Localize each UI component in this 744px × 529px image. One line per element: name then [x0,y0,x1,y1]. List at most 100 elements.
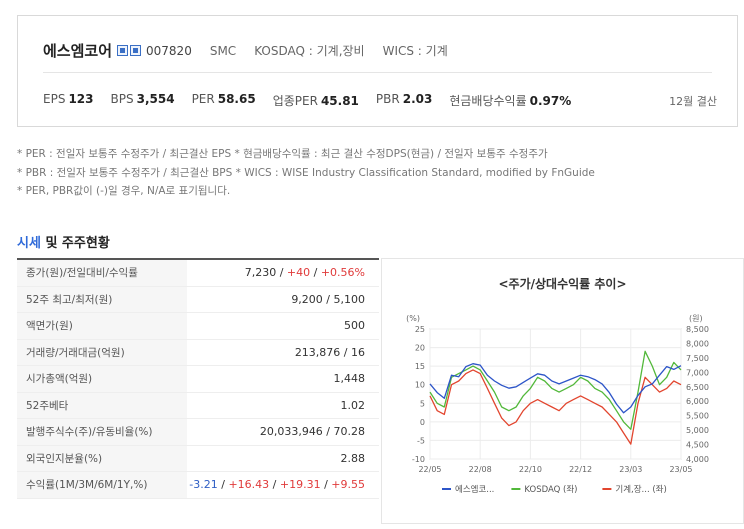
stock-name-row: 에스엠코어 007820 SMC KOSDAQ : 기계,장비 WICS : 기… [43,40,466,61]
left-tick-label: 10 [415,381,425,390]
row-value: 1,448 [187,372,379,385]
left-tick-label: 0 [420,418,425,427]
row-label: 발행주식수(주)/유동비율(%) [17,419,187,445]
stock-group: SMC [209,43,237,58]
left-tick-label: -10 [412,455,425,464]
x-tick-label: 23/03 [619,465,642,474]
value-part: +0.56% [320,266,365,280]
metric-bps: BPS 3,554 [111,92,175,109]
chart-frame [429,328,682,460]
section-title: 시세 및 주주현황 [17,232,110,251]
series-line [429,350,682,430]
legend-label: 기계,장... (좌) [615,484,666,495]
right-unit-label: (원) [689,314,703,323]
metrics-row: EPS 123 BPS 3,554 PER 58.65 업종PER 45.81 PBR 2… [43,92,588,109]
metric-eps: EPS 123 [43,92,94,109]
row-value: 500 [187,319,379,332]
row-label: 시가총액(억원) [17,366,187,392]
x-tick-label: 22/08 [469,465,492,474]
metric-value: 3,554 [136,92,175,106]
value-part: -3.21 [189,478,218,492]
stock-market: KOSDAQ : 기계,장비 [254,44,365,58]
footnote: * PBR : 전일자 보통주 수정주가 / 최근결산 BPS * WICS :… [17,166,595,179]
settlement-month: 12월 결산 [669,95,717,108]
x-tick-label: 23/05 [669,465,692,474]
footnote: * PER : 전일자 보통주 수정주가 / 최근결산 EPS * 현금배당수익… [17,148,548,160]
row-label: 52주베타 [17,392,187,418]
value-part: 1.02 [340,398,366,412]
left-tick-label: 5 [420,399,425,408]
metric-label: EPS [43,92,66,106]
row-value: 20,033,946 / 70.28 [187,425,379,438]
summary-divider [43,72,712,73]
x-tick-label: 22/10 [519,465,542,474]
table-row: 발행주식수(주)/유동비율(%) 20,033,946 / 70.28 [17,419,379,446]
row-label: 52주 최고/최저(원) [17,286,187,312]
row-label: 액면가(원) [17,313,187,339]
legend-label: 에스엠코... [455,484,494,495]
row-value: 1.02 [187,399,379,412]
metric-value: 123 [68,92,94,106]
metric-label: BPS [110,92,134,106]
metric-dividend-yield: 현금배당수익률 0.97% [449,92,571,109]
right-tick-label: 6,500 [686,383,709,392]
right-tick-label: 7,000 [686,368,709,377]
right-tick-label: 7,500 [686,354,709,363]
metric-label: 업종PER [272,94,318,108]
value-part: 9,200 / 5,100 [291,292,365,306]
stock-name[interactable]: 에스엠코어 [43,42,113,60]
row-label: 종가(원)/전일대비/수익률 [17,260,187,286]
relative-return-chart: 25 20 15 10 5 0 -5 -10 8,500 8,000 7,500 7,000 6,500… [406,314,709,495]
value-part: / [276,266,287,280]
value-part: 7,230 [244,266,277,280]
kospi-icon[interactable] [117,45,129,56]
table-row: 거래량/거래대금(억원) 213,876 / 16 [17,339,379,366]
table-row: 액면가(원) 500 [17,313,379,340]
row-value: 7,230 / +40 / +0.56% [187,266,379,279]
x-tick-label: 22/05 [418,465,441,474]
value-part: / [310,266,321,280]
left-unit-label: (%) [406,314,420,323]
x-tick-label: 22/12 [569,465,592,474]
price-table: 종가(원)/전일대비/수익률 7,230 / +40 / +0.56% 52주 최고… [17,258,379,499]
row-value: 9,200 / 5,100 [187,293,379,306]
metric-label: PBR [375,92,400,106]
value-part: +9.55 [331,478,365,492]
left-tick-label: -5 [417,436,425,445]
row-value: 213,876 / 16 [187,346,379,359]
section-title-rest: 및 주주현황 [40,236,110,251]
table-row: 52주 최고/최저(원) 9,200 / 5,100 [17,286,379,313]
left-tick-label: 20 [415,344,425,353]
metric-value: 58.65 [217,92,256,106]
value-part: 1,448 [333,372,366,386]
row-label: 거래량/거래대금(억원) [17,339,187,365]
metric-label: PER [191,92,215,106]
stock-summary-box: 에스엠코어 007820 SMC KOSDAQ : 기계,장비 WICS : 기… [17,15,738,127]
metric-per: PER 58.65 [192,92,256,109]
value-part: +40 [286,266,311,280]
footnotes: * PER : 전일자 보통주 수정주가 / 최근결산 EPS * 현금배당수익… [17,145,595,201]
right-tick-label: 8,000 [686,339,709,348]
stock-code: 007820 [146,43,192,58]
chart-panel: <주가/상대수익률 추이> 25 20 15 10 5 0 -5 -10 8,500 8,000 7… [381,258,744,524]
right-tick-label: 4,000 [686,455,709,464]
value-part: / [269,478,280,492]
left-tick-label: 25 [415,325,425,334]
right-tick-label: 8,500 [686,325,709,334]
series-line [429,363,682,414]
legend-label: KOSDAQ (좌) [524,485,577,495]
value-part: 2.88 [340,451,366,465]
right-tick-label: 4,500 [686,441,709,450]
metric-label: 현금배당수익률 [449,94,527,108]
left-tick-label: 15 [415,362,425,371]
row-value: 2.88 [187,452,379,465]
metric-value: 45.81 [320,94,359,108]
metric-value: 0.97% [529,94,572,108]
table-row: 외국인지분율(%) 2.88 [17,445,379,472]
chart-title: <주가/상대수익률 추이> [498,277,627,291]
kosdaq-icon[interactable] [130,45,142,56]
right-tick-label: 5,000 [686,426,709,435]
row-value: -3.21 / +16.43 / +19.31 / +9.55 [187,478,379,491]
value-part: / [320,478,332,492]
table-row: 종가(원)/전일대비/수익률 7,230 / +40 / +0.56% [17,260,379,287]
